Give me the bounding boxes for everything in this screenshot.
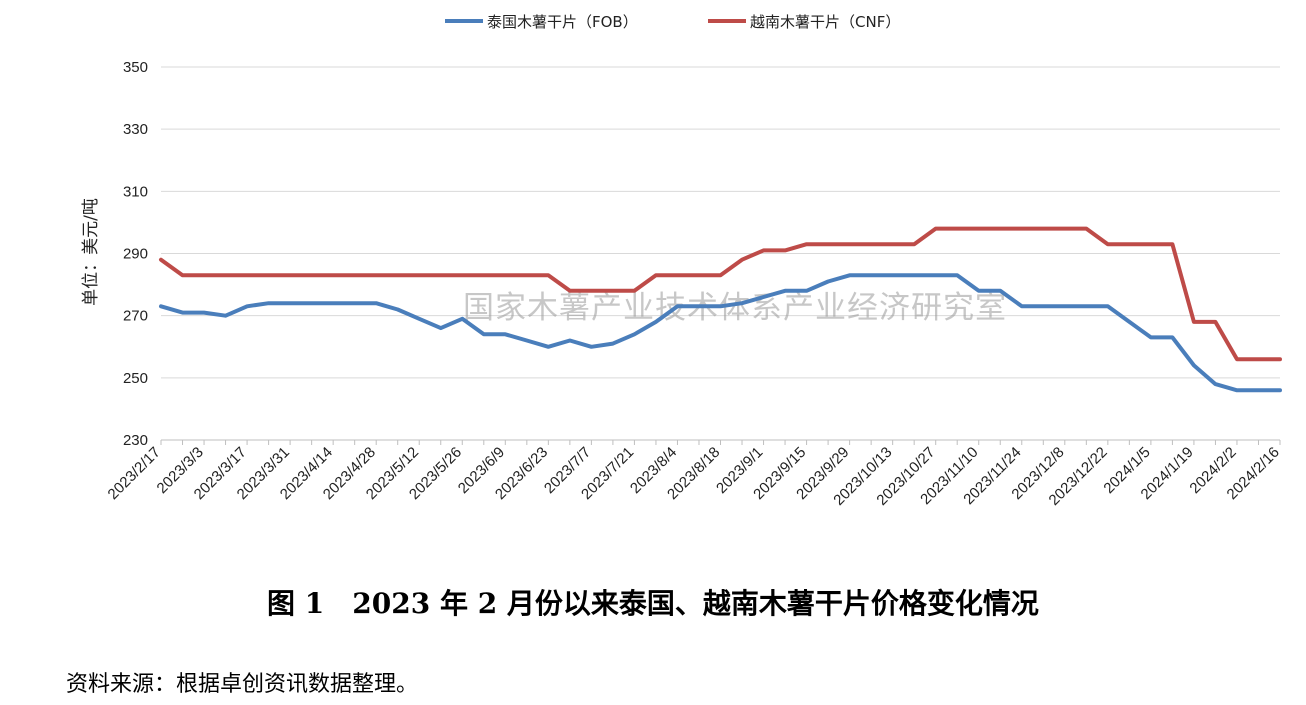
x-axis-ticks: 2023/2/172023/3/32023/3/172023/3/312023/… bbox=[105, 444, 1283, 509]
figure-caption: 图 1 2023 年 2 月份以来泰国、越南木薯干片价格变化情况 bbox=[267, 587, 1039, 620]
y-axis-label: 单位：美元/吨 bbox=[81, 198, 101, 306]
y-axis-ticks: 230 250 270 290 310 330 350 bbox=[123, 59, 148, 449]
series-line-2 bbox=[159, 226, 1282, 362]
y-tick-label: 310 bbox=[123, 183, 148, 200]
data-source-note: 资料来源：根据卓创资讯数据整理。 bbox=[66, 672, 419, 697]
line-chart: 230 250 270 290 310 330 350 2023/2/172023/3/32… bbox=[81, 13, 1283, 509]
series-lines bbox=[159, 226, 1282, 393]
y-tick-label: 330 bbox=[123, 121, 148, 138]
y-tick-label: 230 bbox=[123, 432, 148, 449]
x-axis bbox=[160, 439, 1281, 445]
y-tick-label: 270 bbox=[123, 308, 148, 325]
legend-label-2: 越南木薯干片（CNF） bbox=[750, 13, 900, 31]
x-tick-label: 2023/2/17 bbox=[105, 444, 164, 503]
legend: 泰国木薯干片（FOB） 越南木薯干片（CNF） bbox=[445, 13, 900, 31]
gridlines bbox=[161, 66, 1280, 379]
y-tick-label: 290 bbox=[123, 246, 148, 263]
y-tick-label: 250 bbox=[123, 370, 148, 387]
y-tick-label: 350 bbox=[123, 59, 148, 76]
watermark-text: 国家木薯产业技术体系产业经济研究室 bbox=[463, 290, 1007, 326]
legend-label-1: 泰国木薯干片（FOB） bbox=[487, 13, 638, 31]
series-line-1 bbox=[159, 273, 1282, 393]
